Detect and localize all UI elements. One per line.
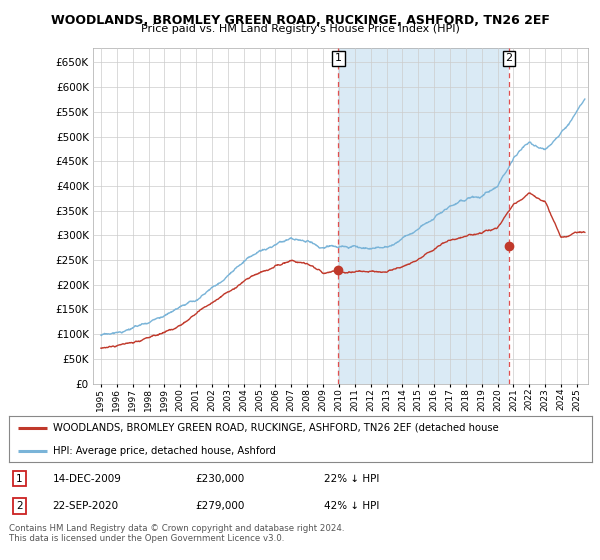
Text: 22-SEP-2020: 22-SEP-2020	[53, 501, 119, 511]
Text: Price paid vs. HM Land Registry's House Price Index (HPI): Price paid vs. HM Land Registry's House …	[140, 24, 460, 34]
Text: 42% ↓ HPI: 42% ↓ HPI	[324, 501, 379, 511]
Bar	[338, 48, 509, 384]
Text: £230,000: £230,000	[196, 474, 245, 483]
Text: 2: 2	[505, 53, 512, 63]
Text: £279,000: £279,000	[196, 501, 245, 511]
Text: 2: 2	[16, 501, 23, 511]
Text: 22% ↓ HPI: 22% ↓ HPI	[324, 474, 379, 483]
Text: WOODLANDS, BROMLEY GREEN ROAD, RUCKINGE, ASHFORD, TN26 2EF: WOODLANDS, BROMLEY GREEN ROAD, RUCKINGE,…	[50, 14, 550, 27]
Text: Contains HM Land Registry data © Crown copyright and database right 2024.
This d: Contains HM Land Registry data © Crown c…	[9, 524, 344, 543]
Text: HPI: Average price, detached house, Ashford: HPI: Average price, detached house, Ashf…	[53, 446, 275, 455]
Text: 14-DEC-2009: 14-DEC-2009	[53, 474, 122, 483]
Text: WOODLANDS, BROMLEY GREEN ROAD, RUCKINGE, ASHFORD, TN26 2EF (detached house: WOODLANDS, BROMLEY GREEN ROAD, RUCKINGE,…	[53, 423, 499, 432]
Text: 1: 1	[16, 474, 23, 483]
Text: 1: 1	[335, 53, 342, 63]
